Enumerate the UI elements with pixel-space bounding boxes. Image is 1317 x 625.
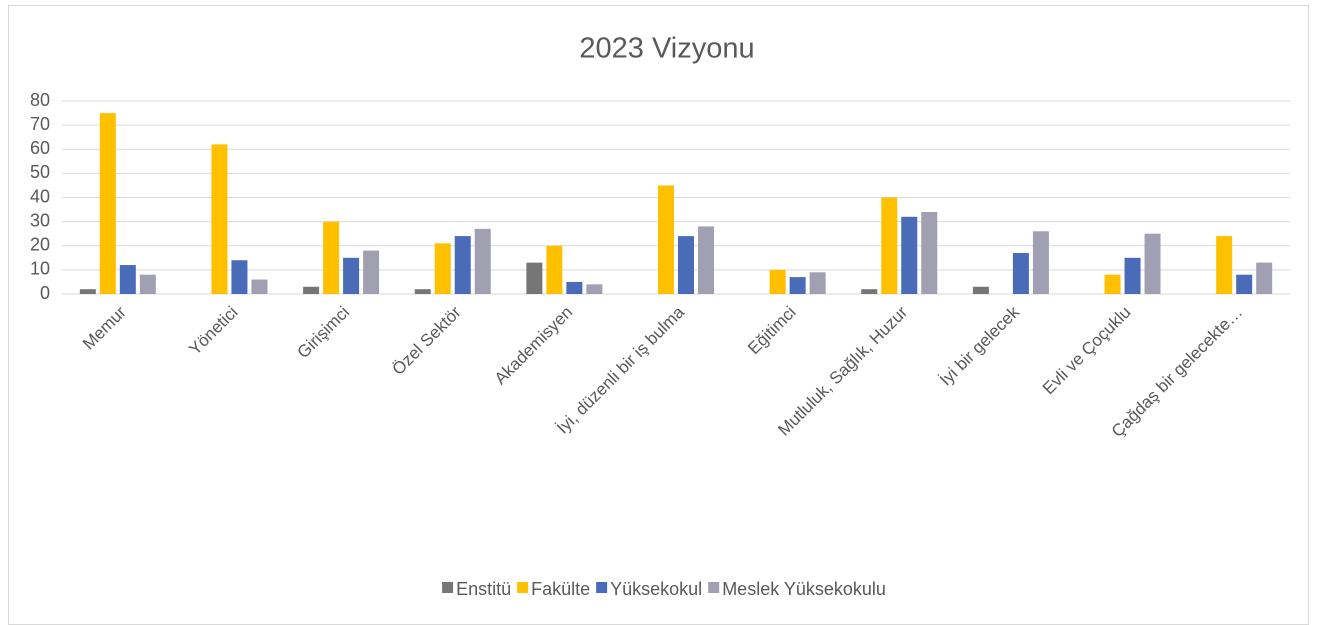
chart-title: 2023 Vizyonu [579,33,754,65]
y-tick-label: 10 [30,259,50,279]
bar [698,226,714,294]
chart-frame [8,5,1309,625]
y-tick-label: 80 [30,90,50,110]
bar [1256,262,1273,294]
bar [526,262,543,294]
bar [678,236,694,294]
y-tick-label: 30 [30,210,50,230]
bar [769,269,786,294]
bar [99,113,116,294]
legend-swatch [708,582,720,593]
bar [211,144,228,294]
bar [363,250,380,294]
legend-label: Fakülte [531,579,590,599]
y-tick-label: 40 [30,186,50,206]
bar [251,279,268,294]
bar [972,286,989,294]
bar [881,197,898,294]
bar [921,211,938,294]
legend-label: Yüksekokul [610,579,702,599]
bar [343,257,360,294]
bar [1216,236,1233,294]
bar [1124,257,1141,294]
legend-label: Enstitü [456,579,511,599]
bar [546,245,563,294]
bar [454,236,471,294]
bar [414,289,431,294]
y-tick-label: 60 [30,138,50,158]
bar [901,216,918,294]
legend-swatch [442,582,454,593]
y-tick-label: 20 [30,235,50,255]
bar [809,272,826,294]
bar [231,260,248,294]
y-tick-label: 70 [30,114,50,134]
bar [861,289,878,294]
bar [1144,233,1161,294]
bar [566,281,583,294]
y-tick-label: 0 [40,283,50,303]
legend-swatch [596,582,608,593]
bar [323,221,340,294]
bar [1236,274,1253,294]
bar [139,274,156,294]
bar [789,277,806,294]
bar [119,265,136,294]
legend-label: Meslek Yüksekokulu [722,579,886,599]
bar [1032,231,1049,294]
bar [79,289,96,294]
bar [303,286,320,294]
bar [1104,274,1121,294]
bar [586,284,603,294]
bar [474,228,491,294]
bar [1012,252,1029,294]
legend-swatch [517,582,529,593]
bar [658,185,674,294]
y-tick-label: 50 [30,162,50,182]
bar [434,243,451,294]
